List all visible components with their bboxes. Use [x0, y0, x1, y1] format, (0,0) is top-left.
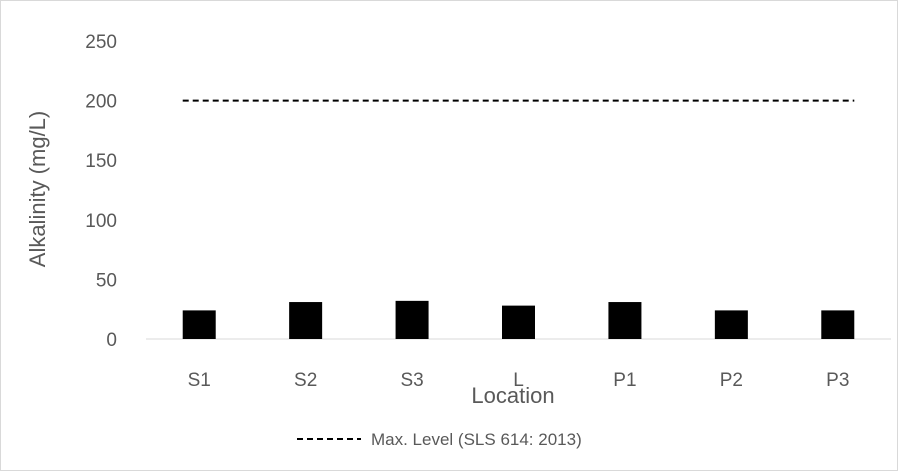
- x-tick-label: L: [513, 370, 524, 391]
- y-tick-label: 150: [85, 151, 117, 172]
- x-tick-label: P2: [720, 370, 743, 391]
- x-axis-title: Location: [471, 383, 554, 408]
- y-tick-label: 250: [85, 32, 117, 53]
- x-tick-label: P1: [613, 370, 636, 391]
- legend: Max. Level (SLS 614: 2013): [297, 430, 582, 449]
- bar-p3: [821, 310, 855, 339]
- bar-s3: [395, 300, 429, 339]
- bar-p1: [608, 302, 642, 339]
- bar-l: [502, 305, 535, 339]
- x-tick-label: S2: [294, 370, 317, 391]
- bar-s1: [182, 310, 216, 339]
- y-tick-label: 200: [85, 92, 117, 113]
- legend-label-max-level: Max. Level (SLS 614: 2013): [371, 430, 582, 449]
- x-tick-label: S3: [400, 370, 423, 391]
- y-axis-ticks: 0 50 100 150 200 250: [85, 32, 117, 351]
- y-tick-label: 0: [106, 330, 117, 351]
- y-tick-label: 100: [85, 211, 117, 232]
- bar-series: [182, 300, 855, 339]
- x-axis-ticks: S1 S2 S3 L P1 P2 P3: [188, 370, 850, 391]
- x-tick-label: P3: [826, 370, 849, 391]
- y-axis-title: Alkalinity (mg/L): [25, 111, 50, 267]
- x-tick-label: S1: [188, 370, 211, 391]
- y-tick-label: 50: [96, 270, 117, 291]
- bar-p2: [714, 310, 748, 339]
- bar-s2: [289, 302, 323, 339]
